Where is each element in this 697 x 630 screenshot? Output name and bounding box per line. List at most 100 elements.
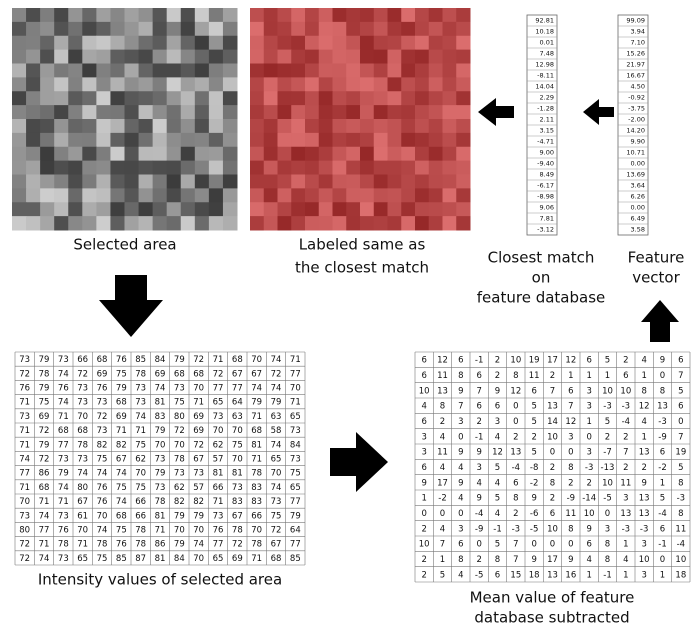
- cell: 75: [135, 483, 146, 493]
- vector-value: -4.71: [537, 138, 554, 146]
- pixel: [278, 105, 292, 119]
- cell: 9: [531, 555, 536, 565]
- pixel: [429, 175, 443, 189]
- cell: 8: [513, 494, 518, 504]
- cell: 10: [547, 524, 558, 534]
- cell: 2: [421, 524, 426, 534]
- pixel: [110, 175, 125, 189]
- pixel: [388, 22, 402, 36]
- cell: 70: [232, 426, 243, 436]
- pixel: [278, 147, 292, 161]
- cell: 65: [271, 455, 282, 465]
- cell: 78: [174, 455, 185, 465]
- pixel: [456, 36, 470, 50]
- cell: 1: [623, 540, 628, 550]
- pixel: [374, 36, 388, 50]
- pixel: [223, 77, 238, 91]
- pixel: [181, 50, 196, 64]
- cell: 7: [568, 402, 573, 412]
- cell: 74: [116, 469, 127, 479]
- cell: 74: [39, 511, 50, 521]
- pixel: [415, 36, 429, 50]
- cell: 76: [116, 540, 127, 550]
- cell: 9: [476, 448, 481, 458]
- cell: 1: [641, 371, 646, 381]
- cell: 74: [155, 384, 166, 394]
- cell: 4: [586, 555, 591, 565]
- cell: 77: [19, 469, 30, 479]
- pixel: [139, 22, 154, 36]
- cell: 74: [58, 398, 69, 408]
- pixel: [125, 161, 140, 175]
- pixel: [181, 175, 196, 189]
- pixel: [415, 133, 429, 147]
- cell: 8: [660, 386, 665, 396]
- pixel: [333, 50, 347, 64]
- cell: 6: [476, 402, 481, 412]
- pixel: [401, 216, 415, 230]
- cell: 65: [290, 483, 301, 493]
- cell: 5: [495, 463, 500, 473]
- cell: 65: [213, 398, 224, 408]
- pixel: [443, 105, 457, 119]
- cell: 4: [440, 463, 445, 473]
- cell: 81: [155, 511, 166, 521]
- pixel: [12, 216, 27, 230]
- pixel: [305, 50, 319, 64]
- pixel: [456, 64, 470, 78]
- cell: 2: [623, 463, 628, 473]
- vector-value: 14.04: [535, 83, 554, 91]
- pixel: [443, 161, 457, 175]
- pixel: [264, 119, 278, 133]
- pixel: [26, 8, 41, 22]
- pixel: [401, 91, 415, 105]
- pixel: [110, 64, 125, 78]
- pixel: [110, 105, 125, 119]
- cell: 58: [271, 426, 282, 436]
- cell: 2: [513, 509, 518, 519]
- cell: 74: [271, 483, 282, 493]
- pixel: [12, 188, 27, 202]
- pixel: [305, 91, 319, 105]
- cell: 1: [421, 494, 426, 504]
- pixel: [333, 133, 347, 147]
- cell: 15: [510, 570, 521, 580]
- cell: 11: [529, 371, 540, 381]
- pixel: [443, 91, 457, 105]
- pixel: [181, 147, 196, 161]
- cell: 2: [568, 478, 573, 488]
- pixel: [333, 64, 347, 78]
- pixel: [374, 202, 388, 216]
- cell: 12: [437, 356, 448, 366]
- pixel: [346, 22, 360, 36]
- pixel: [54, 105, 69, 119]
- pixel: [223, 161, 238, 175]
- pixel: [167, 147, 182, 161]
- pixel: [291, 147, 305, 161]
- cell: 81: [155, 554, 166, 564]
- pixel: [68, 175, 83, 189]
- pixel: [181, 36, 196, 50]
- pixel: [82, 105, 97, 119]
- pixel: [401, 50, 415, 64]
- cell: 6: [586, 540, 591, 550]
- cell: 69: [39, 412, 50, 422]
- cell: 71: [213, 497, 224, 507]
- pixel: [110, 119, 125, 133]
- cell: 71: [19, 440, 30, 450]
- cell: 76: [97, 384, 108, 394]
- cell: 74: [251, 384, 262, 394]
- cell: 84: [174, 554, 185, 564]
- cell: 4: [623, 555, 628, 565]
- cell: 77: [213, 540, 224, 550]
- pixel: [250, 8, 264, 22]
- pixel: [82, 22, 97, 36]
- cell: 68: [97, 355, 108, 365]
- vector-value: 16.67: [626, 72, 645, 80]
- cell: 72: [77, 369, 88, 379]
- cell: -4: [658, 509, 666, 519]
- pixel: [82, 175, 97, 189]
- cell: 68: [116, 511, 127, 521]
- cell: 85: [116, 554, 127, 564]
- label: the closest match: [295, 259, 429, 277]
